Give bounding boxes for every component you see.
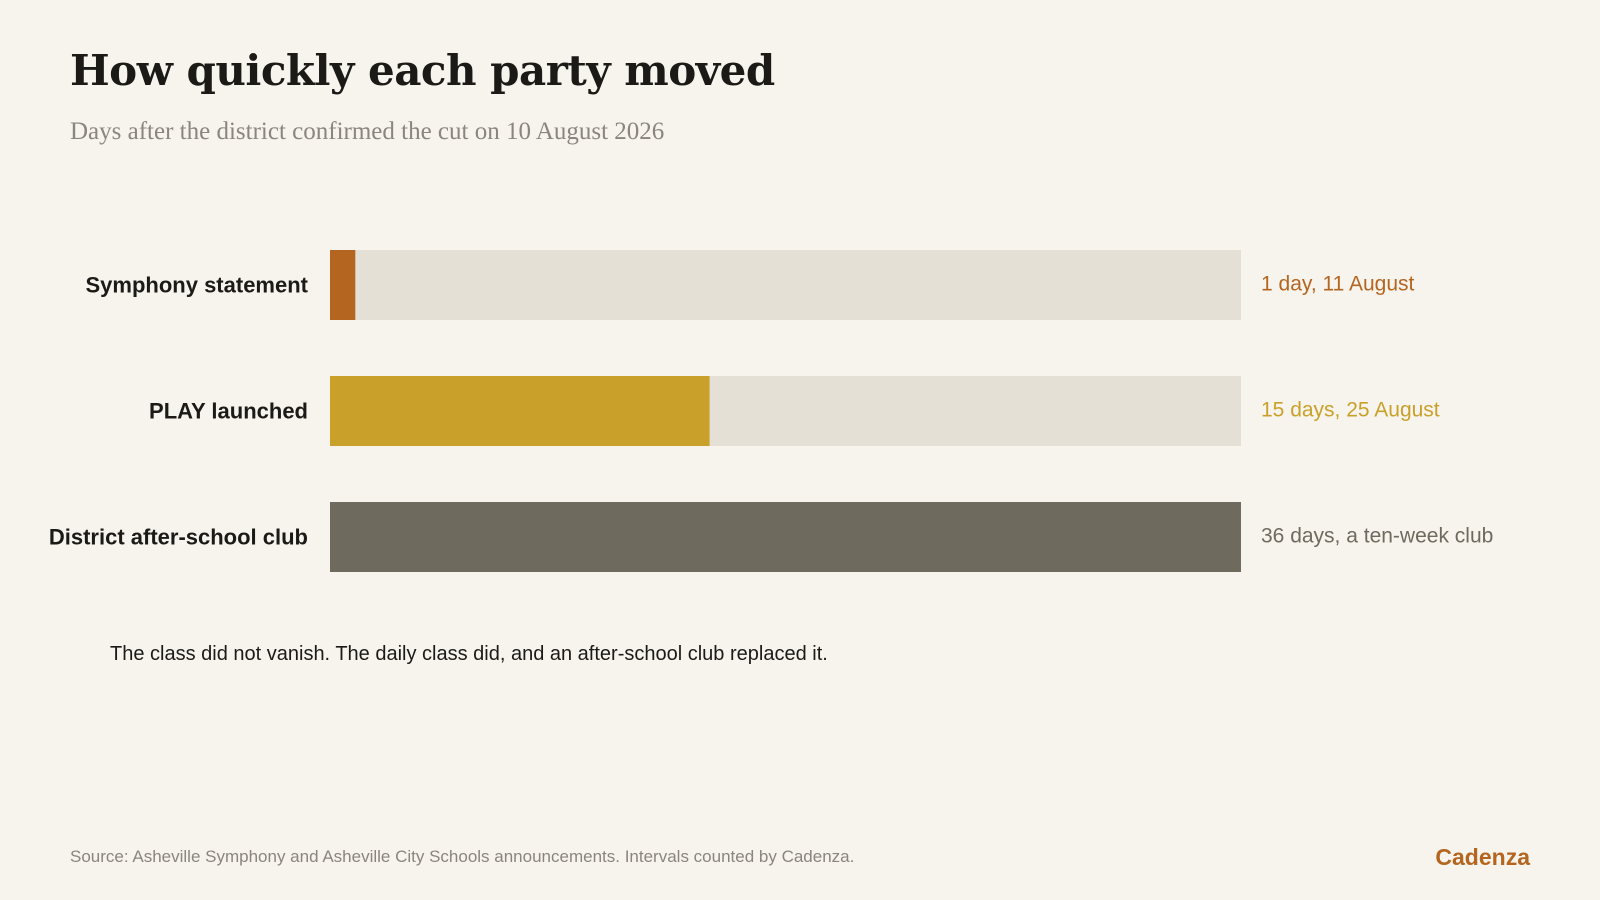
source-note: Source: Asheville Symphony and Asheville… (70, 847, 855, 866)
brand-logo: Cadenza (1435, 844, 1530, 870)
chart-note: The class did not vanish. The daily clas… (110, 643, 828, 665)
category-label: PLAY launched (149, 399, 308, 424)
chart-subtitle: Days after the district confirmed the cu… (70, 118, 665, 145)
chart-title: How quickly each party moved (70, 46, 775, 95)
bar-district-after-school-club (330, 502, 1241, 572)
value-label: 1 day, 11 August (1261, 273, 1415, 296)
bar-track-symphony-statement (330, 250, 1241, 320)
bar-chart: Symphony statement 1 day, 11 August PLAY l… (49, 250, 1493, 572)
bar-symphony-statement (330, 250, 356, 320)
value-label: 36 days, a ten-week club (1261, 525, 1493, 548)
category-label: Symphony statement (86, 273, 309, 298)
category-label: District after-school club (49, 525, 308, 550)
bar-play-launched (330, 376, 710, 446)
value-label: 15 days, 25 August (1261, 399, 1440, 422)
